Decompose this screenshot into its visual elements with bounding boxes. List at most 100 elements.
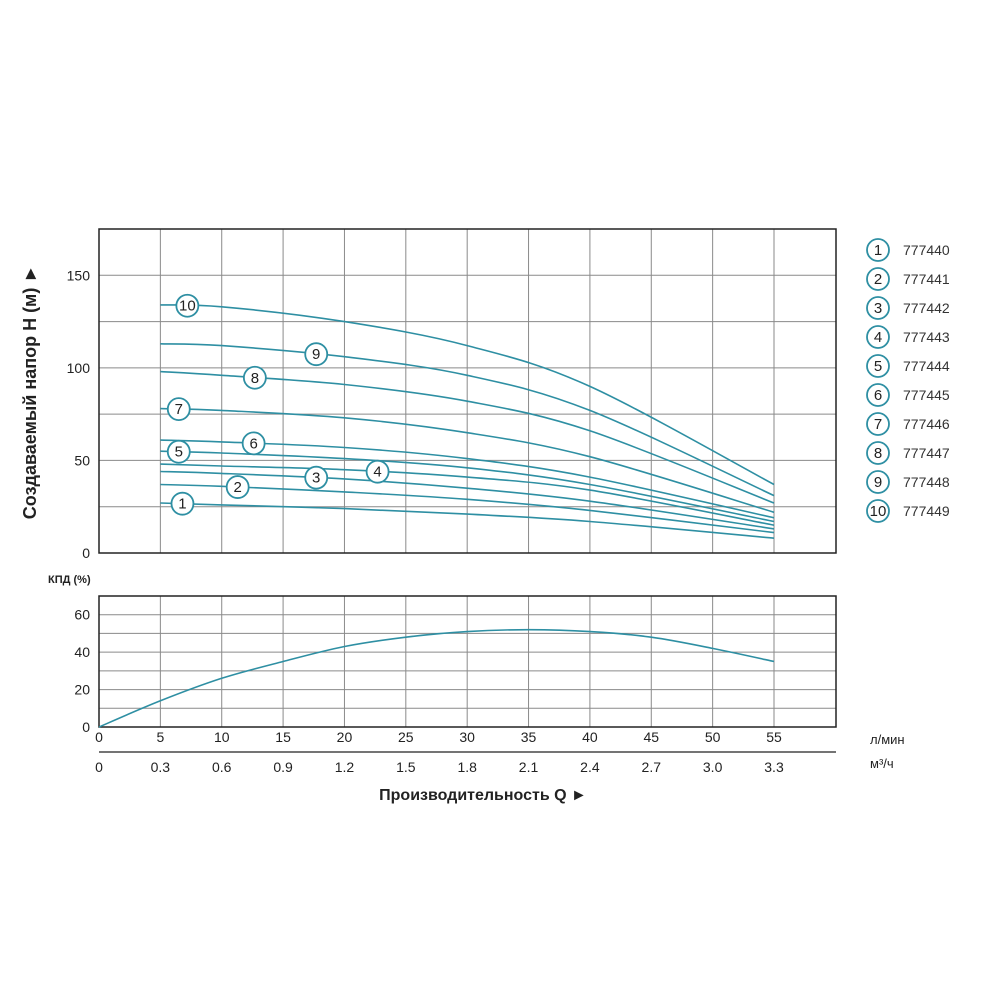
- legend-marker-label: 6: [874, 387, 882, 404]
- m3h-unit-label: м³/ч: [870, 756, 894, 771]
- x-tick-label-m3h: 2.4: [580, 759, 600, 775]
- head-curve-777444: [160, 450, 775, 523]
- legend-marker-label: 10: [870, 503, 887, 520]
- curve-marker-label: 3: [312, 470, 320, 487]
- head-y-tick-label: 100: [67, 360, 91, 376]
- x-tick-label-flow: 10: [214, 729, 230, 745]
- legend-entry-label: 777447: [903, 445, 950, 461]
- legend: 1 777440 2 777441 3 777442 4 777443 5 777444 6 7774…: [866, 238, 950, 523]
- x-tick-label-m3h: 1.2: [335, 759, 355, 775]
- legend-entry-label: 777448: [903, 474, 950, 490]
- x-tick-label-flow: 20: [337, 729, 353, 745]
- head-plot-frame: [98, 228, 837, 554]
- curve-marker-label: 7: [175, 401, 183, 418]
- efficiency-chart-panel: 0 20 40 60 0 5 10 15 20 25 30 35 40 45 50 55 0 0.3 0.6 0.9 1…: [74, 595, 837, 775]
- x-tick-label-m3h: 0.6: [212, 759, 232, 775]
- x-tick-label-flow: 25: [398, 729, 414, 745]
- x-tick-label-flow: 45: [643, 729, 659, 745]
- curve-marker-circle: [175, 293, 200, 318]
- curve-marker-label: 8: [251, 370, 259, 387]
- x-tick-label-m3h: 0: [95, 759, 103, 775]
- x-tick-label-m3h: 3.0: [703, 759, 723, 775]
- curve-marker-circle: [170, 491, 195, 516]
- legend-marker-circle: [866, 354, 890, 378]
- eff-plot-frame: [98, 595, 837, 728]
- legend-entry-label: 777440: [903, 242, 950, 258]
- curve-marker-label: 4: [373, 464, 381, 481]
- legend-marker-circle: [866, 296, 890, 320]
- eff-y-tick-label: 60: [74, 607, 90, 623]
- legend-marker-label: 4: [874, 329, 882, 346]
- head-curve-777447: [160, 370, 775, 504]
- head-curve-777441: [160, 483, 775, 534]
- curve-marker-circle: [365, 459, 390, 484]
- head-chart-panel: 0 50 100 150 1 2 3 4 5 6 7 8 9 10: [67, 228, 837, 561]
- legend-marker-circle: [866, 441, 890, 465]
- head-curve-777445: [160, 439, 775, 519]
- x-tick-label-m3h: 2.1: [519, 759, 539, 775]
- x-tick-label-flow: 50: [705, 729, 721, 745]
- eff-y-tick-label: 40: [74, 644, 90, 660]
- curve-marker-label: 6: [249, 435, 257, 452]
- x-tick-label-flow: 35: [521, 729, 537, 745]
- x-tick-label-flow: 5: [156, 729, 164, 745]
- legend-marker-label: 9: [874, 474, 882, 491]
- curve-marker-circle: [242, 365, 267, 390]
- efficiency-y-axis-label: КПД (%): [48, 574, 91, 586]
- curve-marker-label: 2: [234, 479, 242, 496]
- legend-marker-label: 8: [874, 445, 882, 462]
- x-tick-label-flow: 15: [275, 729, 291, 745]
- eff-y-tick-label: 0: [82, 719, 90, 735]
- head-curve-777440: [160, 502, 775, 539]
- legend-entry-label: 777441: [903, 271, 950, 287]
- legend-marker-label: 3: [874, 300, 882, 317]
- curve-marker-circle: [241, 431, 266, 456]
- legend-marker-circle: [866, 470, 890, 494]
- curve-marker-label: 10: [179, 298, 196, 315]
- legend-marker-label: 1: [874, 242, 882, 259]
- curve-marker-label: 5: [175, 444, 183, 461]
- legend-entry-label: 777442: [903, 300, 950, 316]
- curve-marker-circle: [166, 439, 191, 464]
- legend-entry-label: 777443: [903, 329, 950, 345]
- head-curve-777448: [160, 343, 775, 497]
- x-axis-title: Производительность Q ►: [379, 787, 587, 804]
- legend-entry-label: 777449: [903, 503, 950, 519]
- curve-marker-label: 9: [312, 346, 320, 363]
- x-tick-label-m3h: 3.3: [764, 759, 784, 775]
- legend-marker-circle: [866, 325, 890, 349]
- head-curve-777442: [160, 470, 775, 530]
- legend-entry-label: 777446: [903, 416, 950, 432]
- x-tick-label-m3h: 0.3: [151, 759, 171, 775]
- head-curve-777443: [160, 463, 775, 526]
- flow-unit-label: л/мин: [870, 732, 905, 747]
- curve-marker-circle: [304, 342, 329, 367]
- curve-marker-circle: [304, 465, 329, 490]
- curve-marker-circle: [166, 397, 191, 422]
- head-y-tick-label: 50: [74, 452, 90, 468]
- curve-marker-circle: [225, 475, 250, 499]
- legend-marker-circle: [866, 238, 890, 262]
- x-tick-label-flow: 40: [582, 729, 598, 745]
- x-tick-label-flow: 0: [95, 729, 103, 745]
- legend-entry-label: 777444: [903, 358, 950, 374]
- legend-marker-label: 7: [874, 416, 882, 433]
- head-y-axis-label: Создаваемый напор H (м) ►: [20, 265, 40, 519]
- legend-marker-circle: [866, 267, 890, 291]
- head-y-tick-label: 0: [82, 545, 90, 561]
- efficiency-curve: [98, 628, 775, 728]
- eff-y-tick-label: 20: [74, 682, 90, 698]
- legend-marker-circle: [866, 499, 890, 523]
- x-tick-label-flow: 30: [459, 729, 475, 745]
- head-curve-777446: [160, 407, 775, 514]
- legend-marker-circle: [866, 383, 890, 407]
- x-tick-label-m3h: 0.9: [273, 759, 293, 775]
- curve-marker-label: 1: [178, 496, 186, 513]
- head-curve-777449: [160, 304, 775, 486]
- head-y-tick-label: 150: [67, 267, 91, 283]
- legend-marker-label: 2: [874, 271, 882, 288]
- x-tick-label-m3h: 2.7: [642, 759, 662, 775]
- x-tick-label-m3h: 1.5: [396, 759, 416, 775]
- legend-marker-circle: [866, 412, 890, 436]
